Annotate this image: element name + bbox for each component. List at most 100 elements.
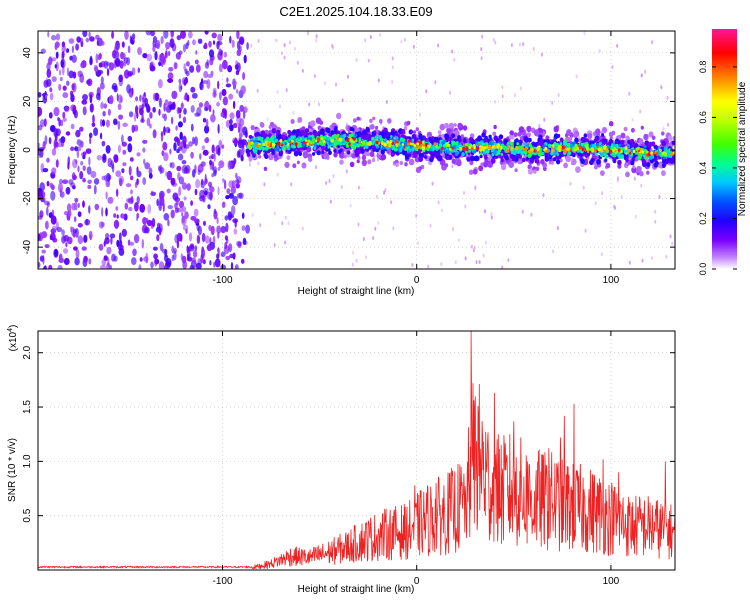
heatmap-cell (631, 139, 634, 143)
heatmap-cell (557, 134, 560, 138)
heatmap-cell (366, 134, 370, 139)
heatmap-cell (62, 92, 68, 98)
heatmap-cell (192, 137, 195, 145)
heatmap-cell (454, 123, 457, 127)
heatmap-cell (70, 226, 72, 232)
heatmap-cell (168, 205, 173, 209)
heatmap-cell (239, 193, 244, 199)
heatmap-cell (170, 38, 175, 48)
heatmap-cell (110, 160, 114, 169)
heatmap-cell (392, 65, 394, 69)
heatmap-cell (656, 153, 658, 156)
heatmap-cell (477, 143, 480, 146)
heatmap-cell (118, 115, 123, 120)
heatmap-cell (213, 109, 215, 115)
heatmap-cell (632, 158, 635, 162)
heatmap-cell (617, 160, 622, 165)
heatmap-cell (502, 94, 504, 98)
heatmap-cell (551, 149, 554, 153)
heatmap-cell (111, 254, 116, 262)
heatmap-cell (452, 147, 454, 150)
heatmap-cell (355, 139, 357, 142)
heatmap-cell (357, 117, 360, 121)
heatmap-cell (641, 126, 644, 130)
heatmap-cell (86, 219, 88, 226)
heatmap-cell (408, 153, 411, 157)
heatmap-cell (70, 182, 75, 187)
heatmap-cell (409, 142, 412, 145)
heatmap-cell (347, 151, 350, 155)
heatmap-cell (456, 160, 462, 167)
heatmap-cell (171, 210, 175, 219)
heatmap-cell (628, 92, 630, 96)
heatmap-cell (237, 49, 242, 56)
heatmap-cell (516, 142, 519, 145)
heatmap-cell (446, 147, 449, 150)
heatmap-cell (43, 141, 46, 150)
heatmap-cell (352, 263, 354, 267)
heatmap-cell (636, 166, 642, 173)
heatmap-cell (108, 109, 111, 116)
heatmap-cell (171, 117, 173, 125)
heatmap-cell (105, 208, 108, 217)
heatmap-cell (195, 189, 198, 196)
heatmap-cell (83, 256, 88, 263)
heatmap-cell (183, 108, 187, 115)
heatmap-cell (129, 166, 132, 176)
heatmap-cell (601, 252, 603, 256)
heatmap-cell (179, 201, 184, 208)
heatmap-cell (603, 147, 606, 150)
heatmap-cell (146, 54, 152, 61)
heatmap-cell (188, 31, 193, 38)
heatmap-cell (612, 149, 615, 152)
heatmap-cell (143, 159, 145, 165)
x-tick-label: -100 (212, 275, 232, 286)
heatmap-cell (328, 150, 332, 155)
heatmap-cell (437, 155, 442, 161)
heatmap-cell (583, 137, 587, 142)
heatmap-cell (664, 147, 667, 151)
heatmap-cell (667, 123, 669, 127)
heatmap-cell (349, 138, 352, 142)
heatmap-cell (163, 126, 166, 136)
heatmap-cell (162, 249, 167, 254)
heatmap-cell (171, 178, 176, 186)
heatmap-cell (522, 42, 524, 46)
heatmap-cell (218, 187, 220, 196)
heatmap-cell (229, 119, 233, 125)
heatmap-cell (64, 107, 69, 113)
heatmap-cell (187, 183, 191, 191)
heatmap-cell (216, 253, 219, 259)
heatmap-cell (134, 234, 139, 243)
heatmap-cell (284, 162, 289, 168)
heatmap-cell (365, 255, 367, 259)
heatmap-cell (352, 128, 355, 132)
heatmap-cell (307, 31, 309, 35)
heatmap-cell (315, 165, 317, 169)
heatmap-cell (169, 149, 171, 155)
heatmap-cell (66, 48, 69, 53)
heatmap-cell (130, 189, 133, 194)
heatmap-cell (138, 67, 140, 73)
heatmap-cell (417, 241, 419, 245)
heatmap-cell (609, 150, 612, 154)
heatmap-cell (246, 42, 249, 50)
heatmap-cell (215, 258, 221, 267)
heatmap-cell (625, 147, 628, 151)
heatmap-cell (95, 35, 99, 40)
heatmap-cell (39, 182, 45, 192)
heatmap-cell (174, 62, 178, 69)
heatmap-cell (239, 133, 243, 137)
heatmap-cell (195, 245, 197, 251)
heatmap-cell (351, 133, 354, 137)
heatmap-cell (74, 110, 78, 119)
heatmap-cell (58, 84, 61, 91)
heatmap-cell (295, 142, 298, 146)
y-tick-label: 0 (22, 147, 33, 153)
heatmap-cell (232, 40, 235, 48)
heatmap-cell (538, 124, 540, 128)
heatmap-cell (307, 143, 309, 146)
heatmap-cell (243, 106, 248, 113)
heatmap-cell (178, 154, 183, 161)
figure: C2E1.2025.104.18.33.E09 -100 0 100 -40-200… (0, 0, 750, 600)
